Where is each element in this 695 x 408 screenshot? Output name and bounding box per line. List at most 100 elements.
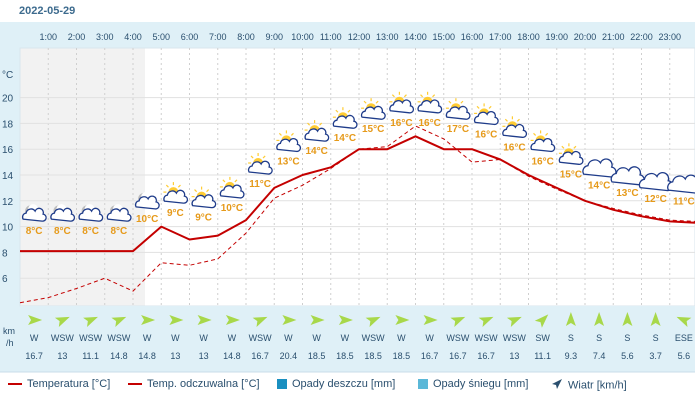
cloud-shape bbox=[276, 137, 302, 153]
temperature-label: 15°C bbox=[560, 169, 582, 180]
x-tick-label: 8:00 bbox=[237, 32, 255, 42]
legend-label: Temperatura [°C] bbox=[27, 378, 111, 390]
wind-direction: WSW bbox=[475, 333, 498, 343]
y-tick-label: 8 bbox=[2, 248, 8, 259]
moon-cloud-icon bbox=[106, 204, 132, 222]
temperature-label: 10°C bbox=[136, 214, 158, 225]
sun-cloud-icon bbox=[276, 130, 302, 153]
cloud-shape bbox=[445, 105, 471, 120]
wind-speed: 16.7 bbox=[421, 351, 439, 361]
wind-speed: 14.8 bbox=[138, 351, 156, 361]
wind-arrow-icon bbox=[534, 314, 549, 328]
wind-arrow-shape bbox=[676, 316, 692, 327]
wind-arrow-shape bbox=[310, 315, 325, 325]
temperature-label: 13°C bbox=[616, 188, 638, 199]
wind-direction: WSW bbox=[362, 333, 385, 343]
x-tick-label: 18:00 bbox=[517, 32, 540, 42]
wind-arrow-icon bbox=[197, 315, 212, 325]
moon-cloud-icon bbox=[78, 204, 104, 222]
wind-arrow-shape bbox=[169, 315, 184, 325]
cloud-shape bbox=[134, 195, 160, 210]
x-tick-label: 6:00 bbox=[181, 32, 199, 42]
cloud-shape bbox=[21, 207, 47, 222]
cloud-shape bbox=[247, 160, 273, 175]
wind-direction: W bbox=[284, 333, 293, 343]
wind-direction: S bbox=[624, 333, 630, 343]
wind-speed: 18.5 bbox=[364, 351, 382, 361]
wind-arrow-shape bbox=[423, 315, 438, 325]
sun-cloud-icon bbox=[558, 143, 584, 165]
temperature-label: 11°C bbox=[673, 196, 695, 207]
wind-arrow-icon bbox=[423, 315, 438, 325]
wind-direction: W bbox=[425, 333, 434, 343]
wind-arrow-icon bbox=[676, 316, 692, 327]
sun-cloud-icon bbox=[389, 91, 415, 114]
wind-arrow-shape bbox=[225, 315, 240, 325]
wind-speed: 14.8 bbox=[110, 351, 128, 361]
y-tick-label: 18 bbox=[2, 119, 14, 130]
chart-background bbox=[0, 22, 695, 373]
x-ticks: 1:00 2:00 3:00 4:00 5:00 6:00 7:00 8:00 9:00 10:0… bbox=[39, 32, 681, 42]
sun-ray bbox=[177, 184, 181, 188]
temperature-label: 16°C bbox=[418, 118, 440, 129]
legend-label: Wiatr [km/h] bbox=[568, 379, 627, 392]
sun-ray bbox=[460, 100, 464, 104]
wind-speed: 16.7 bbox=[25, 351, 43, 361]
y-tick-label: 14 bbox=[2, 171, 14, 182]
wind-arrow-shape bbox=[54, 316, 70, 327]
sun-ray bbox=[335, 109, 339, 113]
x-tick-label: 23:00 bbox=[658, 32, 681, 42]
wind-direction: WSW bbox=[446, 333, 469, 343]
wind-arrow-shape bbox=[111, 316, 127, 327]
moon-cloud-icon bbox=[21, 204, 47, 222]
wind-arrow-icon bbox=[478, 316, 494, 327]
x-tick-label: 2:00 bbox=[68, 32, 86, 42]
cloud-shape bbox=[50, 207, 76, 222]
cloud-shape bbox=[219, 184, 245, 199]
legend-item: Opady śniegu [mm] bbox=[418, 378, 528, 390]
wind-arrow-shape bbox=[565, 312, 576, 326]
wind-arrow-shape bbox=[282, 315, 297, 325]
wind-arrow-icon bbox=[83, 316, 98, 327]
x-tick-label: 14:00 bbox=[404, 32, 427, 42]
sun-ray bbox=[363, 100, 367, 104]
wind-arrow-icon bbox=[565, 312, 576, 326]
wind-arrow-shape bbox=[28, 315, 43, 325]
wind-unit-label: /h bbox=[6, 338, 14, 348]
y-tick-label: 12 bbox=[2, 197, 14, 208]
wind-unit-label: km bbox=[3, 326, 15, 336]
y-tick-label: 20 bbox=[2, 94, 14, 105]
sun-ray bbox=[432, 94, 436, 98]
chart-grid bbox=[20, 48, 695, 306]
sun-ray bbox=[206, 189, 210, 193]
wind-speed: 13 bbox=[199, 351, 209, 361]
wind-arrow-icon bbox=[310, 315, 325, 325]
sun-ray bbox=[573, 145, 577, 149]
wind-arrow-shape bbox=[594, 312, 605, 326]
cloud-shape bbox=[360, 105, 386, 120]
legend-label: Opady śniegu [mm] bbox=[433, 378, 529, 390]
wind-arrow-icon bbox=[338, 315, 353, 325]
cloud-shape bbox=[78, 207, 104, 222]
x-tick-label: 5:00 bbox=[152, 32, 170, 42]
wind-arrow-shape bbox=[478, 316, 494, 327]
temperature-label: 11°C bbox=[249, 179, 271, 190]
wind-speed: 18.5 bbox=[336, 351, 354, 361]
wind-direction: WSW bbox=[107, 333, 130, 343]
wind-speed: 16.7 bbox=[477, 351, 495, 361]
sun-ray bbox=[448, 100, 452, 104]
x-tick-label: 10:00 bbox=[291, 32, 314, 42]
wind-direction: ESE bbox=[675, 333, 693, 343]
wind-speed: 13 bbox=[509, 351, 519, 361]
x-tick-label: 1:00 bbox=[39, 32, 57, 42]
wind-row: km/h W16.7WSW13WSW11.1WSW14.8W14.8W13W13W… bbox=[3, 312, 693, 361]
cloud-shape bbox=[332, 114, 358, 129]
moon-cloud-icon bbox=[50, 204, 76, 222]
sun-cloud-icon bbox=[360, 98, 386, 120]
cloud-shape bbox=[304, 127, 330, 142]
wind-speed: 20.4 bbox=[280, 351, 298, 361]
wind-arrow-icon bbox=[169, 315, 184, 325]
wind-arrow-icon bbox=[252, 316, 268, 327]
x-tick-label: 3:00 bbox=[96, 32, 114, 42]
sun-cloud-icon bbox=[219, 176, 245, 199]
